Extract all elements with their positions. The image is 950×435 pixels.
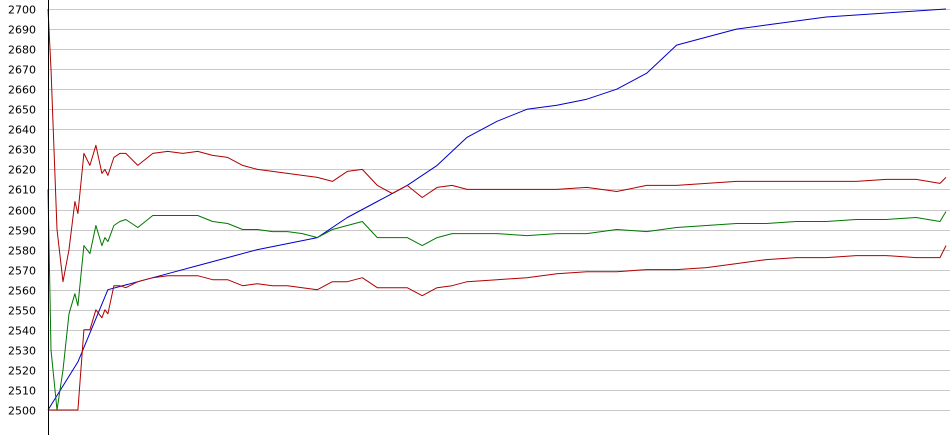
y-tick-label: 2670 xyxy=(8,64,36,77)
y-tick-label: 2700 xyxy=(8,4,36,17)
y-tick-label: 2500 xyxy=(8,405,36,418)
series-line-1 xyxy=(47,8,947,283)
y-tick-label: 2550 xyxy=(8,305,36,318)
series-line-0 xyxy=(47,8,947,411)
gridlines xyxy=(48,9,950,411)
y-tick-label: 2690 xyxy=(8,24,36,37)
y-tick-label: 2560 xyxy=(8,285,36,298)
series-lines xyxy=(47,8,947,411)
y-tick-label: 2680 xyxy=(8,44,36,57)
y-tick-label: 2590 xyxy=(8,225,36,238)
y-tick-label: 2570 xyxy=(8,265,36,278)
y-tick-label: 2530 xyxy=(8,345,36,358)
y-tick-label: 2510 xyxy=(8,385,36,398)
y-tick-label: 2640 xyxy=(8,124,36,137)
y-tick-label: 2660 xyxy=(8,84,36,97)
y-tick-label: 2650 xyxy=(8,104,36,117)
y-tick-label: 2540 xyxy=(8,325,36,338)
y-tick-label: 2520 xyxy=(8,365,36,378)
y-tick-label: 2580 xyxy=(8,245,36,258)
y-tick-label: 2610 xyxy=(8,184,36,197)
y-tick-labels: 2500 2510 2520 2530 2540 2550 2560 2570 2580 2590… xyxy=(8,4,36,418)
y-tick-label: 2620 xyxy=(8,164,36,177)
y-tick-label: 2630 xyxy=(8,144,36,157)
series-line-3 xyxy=(48,245,947,411)
series-line-2 xyxy=(47,189,947,411)
y-tick-label: 2600 xyxy=(8,205,36,218)
